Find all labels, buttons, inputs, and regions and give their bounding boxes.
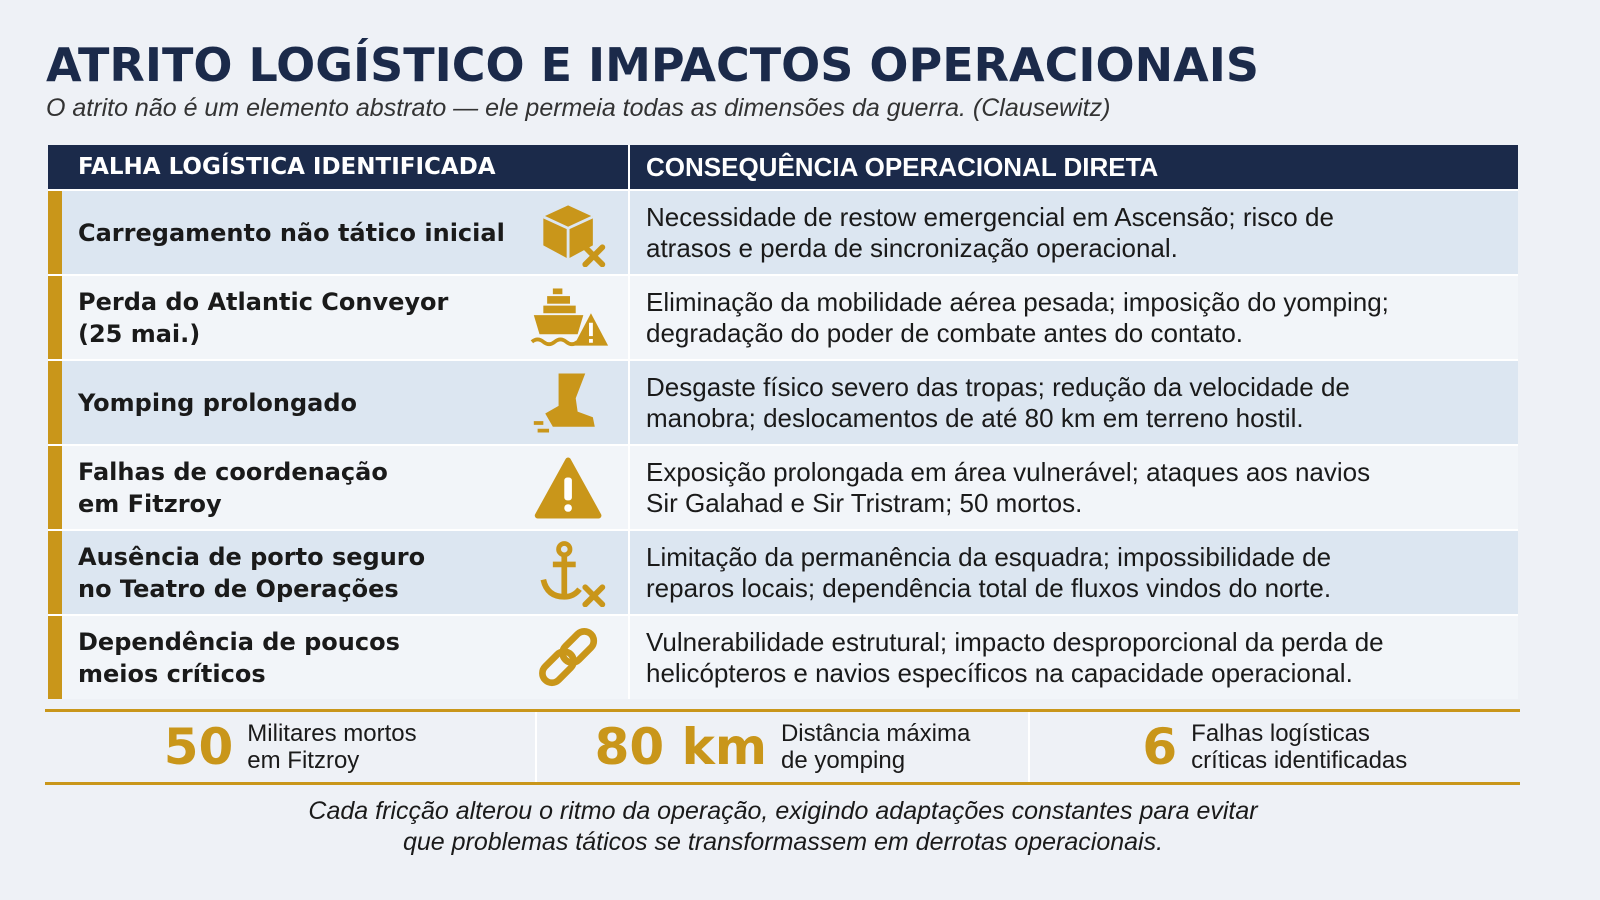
failure-text: Falhas de coordenação em Fitzroy [78,457,388,518]
page-title: ATRITO LOGÍSTICO E IMPACTOS OPERACIONAIS [46,38,1259,92]
accent-bar [48,531,62,614]
anchor-x-icon [540,541,606,607]
failure-cell: Perda do Atlantic Conveyor (25 mai.) [48,276,630,359]
failure-text: Dependência de poucos meios críticos [78,627,400,688]
stat-label: Militares mortos em Fitzroy [247,720,417,774]
failure-text: Carregamento não tático inicial [78,218,505,247]
header-failure: FALHA LOGÍSTICA IDENTIFICADA [48,145,630,189]
stat-item: 80 km Distância máxima de yomping [535,712,1027,782]
stat-label: Distância máxima de yomping [780,720,971,774]
stats-strip: 50 Militares mortos em Fitzroy 80 km Distâ… [45,709,1520,785]
failure-text: Perda do Atlantic Conveyor (25 mai.) [78,287,449,348]
accent-bar [48,446,62,529]
consequence-text: Vulnerabilidade estrutural; impacto desp… [646,626,1384,688]
consequence-text: Exposição prolongada em área vulnerável;… [646,456,1371,518]
accent-bar [48,276,62,359]
consequence-text: Limitação da permanência da esquadra; im… [646,541,1332,603]
warning-icon [534,457,602,519]
friction-table: FALHA LOGÍSTICA IDENTIFICADA CONSEQUÊNCI… [48,145,1518,699]
stat-value: 6 [1142,718,1178,776]
failure-cell: Yomping prolongado [48,361,630,444]
stat-label: Falhas logísticas críticas identificadas [1191,720,1408,774]
footer-note: Cada fricção alterou o ritmo da operação… [308,797,1258,856]
consequence-text: Eliminação da mobilidade aérea pesada; i… [646,286,1389,348]
stat-item: 6 Falhas logísticas críticas identificada… [1027,712,1520,782]
table-row: Yomping prolongado Desgaste físico severo… [48,359,1518,444]
stat-value: 50 [163,718,234,776]
accent-bar [48,191,62,274]
consequence-text: Necessidade de restow emergencial em Asc… [646,201,1334,263]
table-row: Perda do Atlantic Conveyor (25 mai.) Elim… [48,274,1518,359]
accent-bar [48,361,62,444]
consequence-text: Desgaste físico severo das tropas; reduç… [646,371,1350,433]
failure-cell: Ausência de porto seguro no Teatro de Op… [48,531,630,614]
table-header: FALHA LOGÍSTICA IDENTIFICADA CONSEQUÊNCI… [48,145,1518,189]
failure-cell: Falhas de coordenação em Fitzroy [48,446,630,529]
failure-text: Ausência de porto seguro no Teatro de Op… [78,542,426,603]
stat-item: 50 Militares mortos em Fitzroy [45,712,535,782]
failure-text: Yomping prolongado [78,388,358,417]
ship-warning-icon [530,288,609,347]
box-x-icon [542,205,606,267]
failure-cell: Carregamento não tático inicial [48,191,630,274]
table-row: Ausência de porto seguro no Teatro de Op… [48,529,1518,614]
page-subtitle: O atrito não é um elemento abstrato — el… [46,94,1111,122]
table-row: Falhas de coordenação em Fitzroy Exposiçã… [48,444,1518,529]
header-consequence: CONSEQUÊNCIA OPERACIONAL DIRETA [646,151,1159,182]
table-row: Dependência de poucos meios críticos Vuln… [48,614,1518,699]
stat-value: 80 km [594,718,767,776]
accent-bar [48,616,62,699]
failure-cell: Dependência de poucos meios críticos [48,616,630,699]
table-row: Carregamento não tático inicial Necessida… [48,189,1518,274]
boot-icon [533,373,595,433]
chain-link-icon [539,628,598,687]
